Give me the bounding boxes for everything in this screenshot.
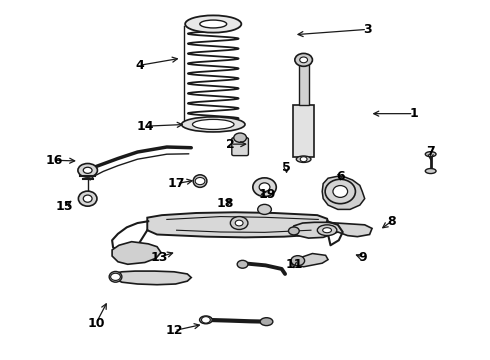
- Text: 13: 13: [151, 251, 168, 264]
- Polygon shape: [322, 176, 365, 210]
- Ellipse shape: [289, 227, 299, 235]
- Ellipse shape: [193, 120, 234, 130]
- Ellipse shape: [296, 156, 311, 162]
- Text: 14: 14: [136, 120, 153, 133]
- Circle shape: [300, 157, 307, 162]
- Text: 18: 18: [217, 197, 234, 210]
- Text: 6: 6: [336, 170, 344, 183]
- Ellipse shape: [318, 225, 337, 235]
- Text: 8: 8: [387, 215, 396, 228]
- Ellipse shape: [78, 191, 97, 206]
- Text: 11: 11: [285, 258, 303, 271]
- Circle shape: [235, 220, 243, 226]
- Ellipse shape: [83, 195, 92, 202]
- Text: 4: 4: [136, 59, 145, 72]
- Text: 12: 12: [166, 324, 183, 337]
- Circle shape: [258, 204, 271, 215]
- Polygon shape: [147, 212, 329, 237]
- Ellipse shape: [83, 167, 92, 174]
- FancyBboxPatch shape: [299, 62, 309, 105]
- Text: 3: 3: [363, 23, 371, 36]
- Circle shape: [291, 256, 305, 266]
- Ellipse shape: [425, 168, 436, 174]
- Ellipse shape: [253, 178, 276, 197]
- Circle shape: [195, 177, 205, 185]
- Text: 1: 1: [409, 107, 418, 120]
- Ellipse shape: [193, 175, 207, 187]
- Ellipse shape: [325, 179, 355, 204]
- Polygon shape: [112, 242, 161, 264]
- Circle shape: [295, 53, 313, 66]
- Ellipse shape: [260, 318, 273, 325]
- Text: 9: 9: [358, 251, 367, 264]
- Circle shape: [230, 217, 248, 229]
- Text: 15: 15: [55, 201, 73, 213]
- Text: 17: 17: [168, 177, 185, 190]
- Ellipse shape: [199, 316, 212, 324]
- Text: 2: 2: [226, 138, 235, 150]
- Polygon shape: [292, 222, 372, 238]
- Ellipse shape: [323, 228, 331, 233]
- Polygon shape: [112, 271, 191, 285]
- Ellipse shape: [425, 152, 436, 157]
- Ellipse shape: [78, 163, 98, 177]
- Ellipse shape: [200, 20, 227, 28]
- Circle shape: [111, 273, 121, 280]
- Ellipse shape: [237, 260, 248, 268]
- FancyBboxPatch shape: [232, 138, 248, 156]
- Text: 19: 19: [258, 188, 276, 201]
- Ellipse shape: [181, 117, 245, 132]
- Polygon shape: [295, 253, 328, 267]
- Circle shape: [201, 317, 210, 323]
- Circle shape: [300, 57, 308, 63]
- Ellipse shape: [109, 271, 122, 282]
- Ellipse shape: [185, 15, 242, 33]
- Text: 5: 5: [282, 161, 291, 174]
- Text: 7: 7: [426, 145, 435, 158]
- Ellipse shape: [259, 183, 270, 192]
- Text: 16: 16: [46, 154, 63, 167]
- Text: 10: 10: [87, 317, 105, 330]
- FancyBboxPatch shape: [293, 105, 315, 157]
- Circle shape: [234, 133, 246, 142]
- Ellipse shape: [333, 185, 347, 197]
